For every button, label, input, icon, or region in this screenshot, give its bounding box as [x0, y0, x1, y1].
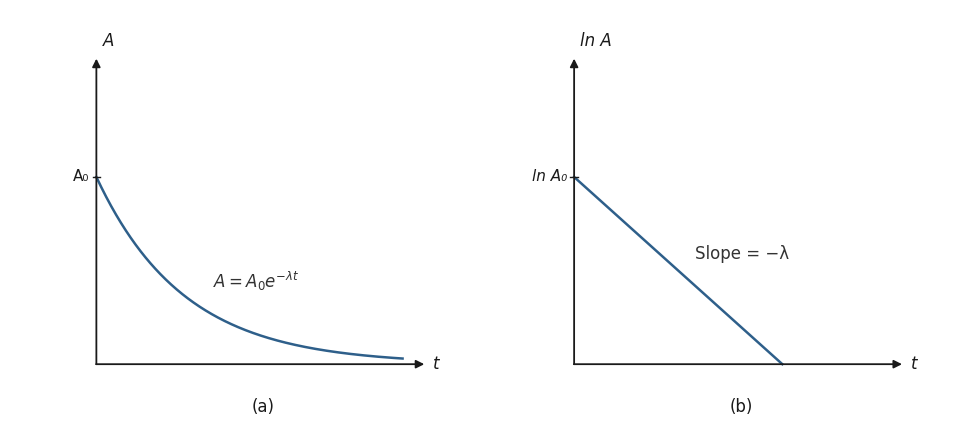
Text: $A = A_0e^{-\lambda t}$: $A = A_0e^{-\lambda t}$: [213, 270, 299, 294]
Text: t: t: [911, 355, 917, 373]
Text: t: t: [433, 355, 440, 373]
Text: Slope = −λ: Slope = −λ: [694, 245, 789, 264]
Text: (b): (b): [729, 398, 753, 416]
Text: A₀: A₀: [72, 170, 89, 184]
Text: (a): (a): [252, 398, 275, 416]
Text: ln A: ln A: [580, 32, 612, 50]
Text: A: A: [102, 32, 114, 50]
Text: ln A₀: ln A₀: [531, 170, 566, 184]
